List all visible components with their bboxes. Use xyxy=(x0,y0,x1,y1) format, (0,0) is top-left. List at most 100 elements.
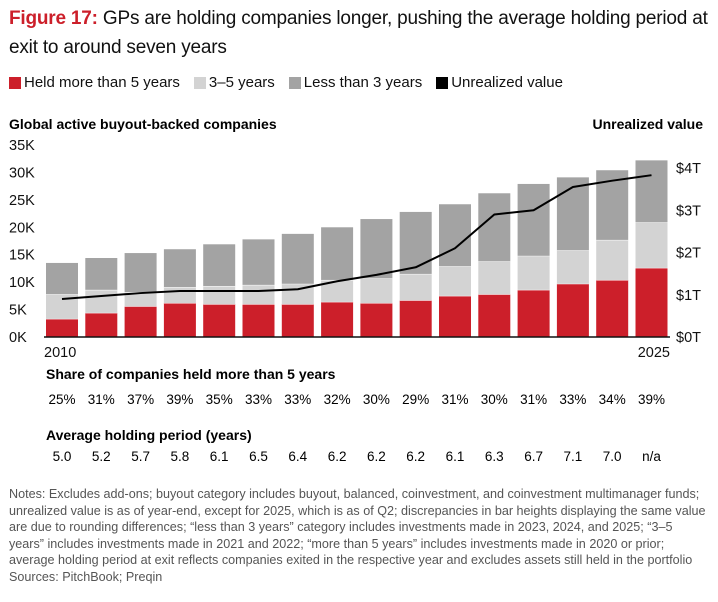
bar-2021-segment-2 xyxy=(478,261,511,295)
title-text: GPs are holding companies longer, pushin… xyxy=(9,8,708,58)
share-value: 33% xyxy=(245,392,272,407)
share-value: 32% xyxy=(324,392,351,407)
share-value: 31% xyxy=(88,392,115,407)
unrealized-value-line xyxy=(61,174,652,300)
y-tick-label: 5K xyxy=(9,303,27,319)
share-value: 39% xyxy=(166,392,193,407)
notes: Notes: Excludes add-ons; buyout category… xyxy=(9,486,709,586)
x-tick-label: 2025 xyxy=(638,345,670,361)
share-value: 30% xyxy=(363,392,390,407)
bar-2014-segment-3 xyxy=(203,244,236,286)
x-tick-label: 2010 xyxy=(44,345,76,361)
bar-2023-segment-3 xyxy=(556,177,589,251)
bar-2018-segment-3 xyxy=(360,219,393,279)
bar-2013-segment-2 xyxy=(163,287,196,303)
share-value: 39% xyxy=(638,392,665,407)
y2-tick-label: $3T xyxy=(676,203,701,219)
bar-2025-segment-2 xyxy=(635,222,668,268)
bar-2021-segment-1 xyxy=(478,294,511,337)
avg-holding-value: 5.0 xyxy=(53,449,72,464)
legend-swatch xyxy=(193,76,206,89)
bar-2017-segment-3 xyxy=(321,227,354,280)
legend-item-3-5: 3–5 years xyxy=(193,74,275,91)
avg-holding-value: 5.7 xyxy=(131,449,150,464)
avg-holding-value: 6.5 xyxy=(249,449,268,464)
y-tick-label: 35K xyxy=(9,138,35,154)
share-value: 33% xyxy=(284,392,311,407)
legend-item-held-more-5: Held more than 5 years xyxy=(9,74,180,91)
bar-2011-segment-3 xyxy=(85,258,118,290)
bar-2019-segment-1 xyxy=(399,300,432,337)
bar-2014-segment-2 xyxy=(203,285,236,305)
bar-2018-segment-1 xyxy=(360,302,393,337)
avg-holding-value: 6.7 xyxy=(524,449,543,464)
legend-label: Less than 3 years xyxy=(303,74,423,91)
y2-tick-label: $0T xyxy=(676,330,701,346)
avg-holding-value: 6.3 xyxy=(485,449,504,464)
bar-2019-segment-2 xyxy=(399,273,432,301)
avg-holding-value: 7.0 xyxy=(603,449,622,464)
legend-swatch xyxy=(436,76,449,89)
bar-2017-segment-1 xyxy=(321,301,354,337)
figure-number: Figure 17: xyxy=(9,8,98,29)
bar-2020-segment-1 xyxy=(439,295,471,337)
avg-holding-value: 6.1 xyxy=(210,449,229,464)
avg-holding-value: 6.2 xyxy=(367,449,386,464)
bar-2013-segment-1 xyxy=(163,302,196,337)
avg-holding-value: 5.2 xyxy=(92,449,111,464)
y2-tick-label: $4T xyxy=(676,161,701,177)
bar-2022-segment-3 xyxy=(517,183,550,256)
share-value: 25% xyxy=(48,392,75,407)
legend-swatch xyxy=(288,76,301,89)
legend: Held more than 5 years 3–5 years Less th… xyxy=(9,74,563,91)
bar-2018-segment-2 xyxy=(360,278,393,303)
legend-swatch xyxy=(9,76,21,89)
share-value: 35% xyxy=(206,392,233,407)
bar-2017-segment-2 xyxy=(321,279,354,302)
avg-holding-value: 6.2 xyxy=(406,449,425,464)
bar-2024-segment-1 xyxy=(596,279,629,337)
bar-2011-segment-2 xyxy=(85,289,118,313)
bar-2010-segment-3 xyxy=(46,262,78,295)
y-tick-label: 30K xyxy=(9,165,35,181)
legend-label: Unrealized value xyxy=(451,74,563,91)
bar-2024-segment-2 xyxy=(596,239,629,280)
bar-2012-segment-1 xyxy=(124,306,157,337)
bar-2020-segment-2 xyxy=(439,266,471,296)
y-tick-label: 25K xyxy=(9,193,35,209)
bar-2015-segment-3 xyxy=(242,239,275,285)
bar-2014-segment-1 xyxy=(203,304,236,337)
bar-2022-segment-2 xyxy=(517,255,550,290)
avg-holding-value: 7.1 xyxy=(564,449,583,464)
bar-2015-segment-1 xyxy=(242,304,275,337)
share-value: 34% xyxy=(599,392,626,407)
bar-2012-segment-3 xyxy=(124,253,157,293)
avg-holding-value: 6.2 xyxy=(328,449,347,464)
bar-2013-segment-3 xyxy=(163,249,196,288)
bar-2022-segment-1 xyxy=(517,289,550,337)
avg-holding-value: 5.8 xyxy=(171,449,190,464)
y-tick-label: 10K xyxy=(9,275,35,291)
y-tick-label: 0K xyxy=(9,330,27,346)
bar-2011-segment-1 xyxy=(85,312,118,337)
bar-2021-segment-3 xyxy=(478,193,511,262)
chart: Global active buyout-backed companies Un… xyxy=(9,116,703,464)
bar-2025-segment-3 xyxy=(635,160,668,223)
share-value: 31% xyxy=(441,392,468,407)
avg-holding-value: n/a xyxy=(642,449,661,464)
bar-2019-segment-3 xyxy=(399,211,432,274)
sources-text: Sources: PitchBook; Preqin xyxy=(9,569,163,584)
legend-item-less-3: Less than 3 years xyxy=(288,74,423,91)
bar-2015-segment-2 xyxy=(242,284,275,305)
share-value: 29% xyxy=(402,392,429,407)
share-row-label: Share of companies held more than 5 year… xyxy=(46,366,336,382)
share-value: 30% xyxy=(481,392,508,407)
bar-2012-segment-2 xyxy=(124,292,157,307)
avg-holding-value: 6.1 xyxy=(446,449,465,464)
bar-2016-segment-1 xyxy=(281,304,314,337)
bar-2023-segment-2 xyxy=(556,250,589,284)
share-value: 37% xyxy=(127,392,154,407)
legend-label: Held more than 5 years xyxy=(24,74,180,91)
notes-text: Notes: Excludes add-ons; buyout category… xyxy=(9,487,706,568)
y2-tick-label: $2T xyxy=(676,246,701,262)
